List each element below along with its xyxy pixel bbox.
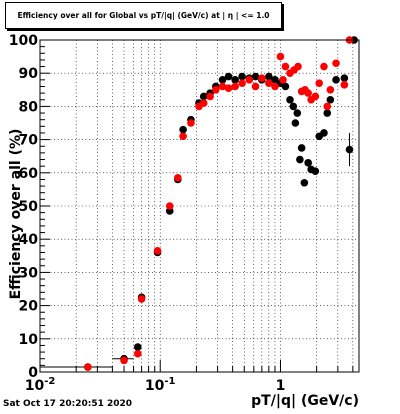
data-point (300, 178, 309, 187)
data-point (332, 59, 340, 68)
data-point (133, 349, 142, 358)
y-tick-label: 50 (19, 199, 39, 215)
data-point (297, 144, 306, 152)
data-point (137, 295, 146, 303)
data-point (279, 76, 287, 84)
data-point (120, 356, 128, 365)
data-point (179, 132, 187, 141)
data-point (224, 84, 233, 92)
data-point (294, 62, 302, 71)
series-0 (40, 36, 358, 371)
data-point (296, 155, 304, 164)
data-point (199, 92, 208, 101)
data-point (133, 343, 142, 351)
data-point (345, 145, 354, 154)
data-point (84, 363, 92, 371)
chart-title-box: Efficiency over all for Global vs pT/|q|… (5, 2, 282, 29)
data-point (271, 76, 279, 84)
date-stamp: Sat Oct 17 20:20:51 2020 (3, 399, 133, 409)
x-tick-label: 1 (276, 378, 286, 394)
data-point (174, 173, 182, 182)
data-point (238, 72, 246, 81)
y-tick-label: 30 (19, 265, 39, 281)
data-point (293, 109, 302, 117)
data-point (231, 76, 239, 84)
data-point (320, 129, 328, 137)
data-point (315, 79, 324, 87)
data-point (304, 89, 312, 97)
data-point (265, 72, 273, 81)
data-point (311, 92, 320, 101)
data-point (179, 125, 187, 134)
series-1 (84, 36, 354, 371)
data-point (281, 82, 290, 91)
y-tick-label: 90 (19, 66, 39, 82)
data-point (281, 62, 290, 71)
data-point (332, 76, 340, 84)
data-point (165, 202, 174, 210)
y-tick-label: 100 (9, 33, 38, 49)
data-point (251, 82, 260, 91)
data-point (289, 102, 298, 111)
y-axis-label: Efficiency over all (%) (8, 129, 24, 300)
data-point (231, 82, 239, 91)
data-point (291, 119, 300, 127)
data-point (212, 86, 220, 94)
y-tick-label: 10 (19, 332, 39, 348)
data-point (153, 247, 162, 255)
data-point (251, 72, 260, 81)
data-point (218, 76, 227, 84)
data-point (326, 86, 335, 94)
y-tick-label: 0 (28, 365, 38, 381)
data-point (199, 99, 208, 107)
data-point (340, 74, 349, 82)
data-point (320, 62, 328, 71)
y-tick-label: 80 (19, 99, 39, 115)
y-tick-label: 40 (19, 232, 39, 248)
grid-layer (40, 40, 359, 372)
data-point (304, 159, 312, 167)
plot-frame (39, 39, 360, 373)
data-point (323, 109, 332, 117)
data-point (326, 95, 335, 104)
data-point (187, 119, 195, 127)
axis-layer: 0 10 20 30 40 50 60 70 80 90 100 10-2 10-1 1 (9, 33, 354, 394)
data-point (276, 52, 285, 61)
x-tick-label: 10-2 (25, 376, 56, 394)
y-tick-label: 60 (19, 166, 39, 182)
data-point (218, 82, 227, 91)
data-point (206, 92, 214, 101)
data-point (265, 79, 273, 87)
data-point (258, 74, 266, 82)
data-point (323, 102, 332, 111)
data-point (245, 76, 254, 84)
y-tick-label: 20 (19, 299, 39, 315)
data-point (224, 72, 233, 81)
x-tick-label: 10-1 (145, 376, 176, 394)
data-point (340, 81, 349, 89)
data-point (286, 95, 294, 104)
data-point (311, 167, 320, 175)
chart-title: Efficiency over all for Global vs pT/|q|… (17, 11, 270, 20)
data-point (238, 79, 246, 87)
data-point (271, 82, 279, 91)
x-axis-label: pT/|q| (GeV/c) (251, 393, 359, 409)
y-tick-label: 70 (19, 133, 39, 149)
series-layer (40, 36, 358, 371)
